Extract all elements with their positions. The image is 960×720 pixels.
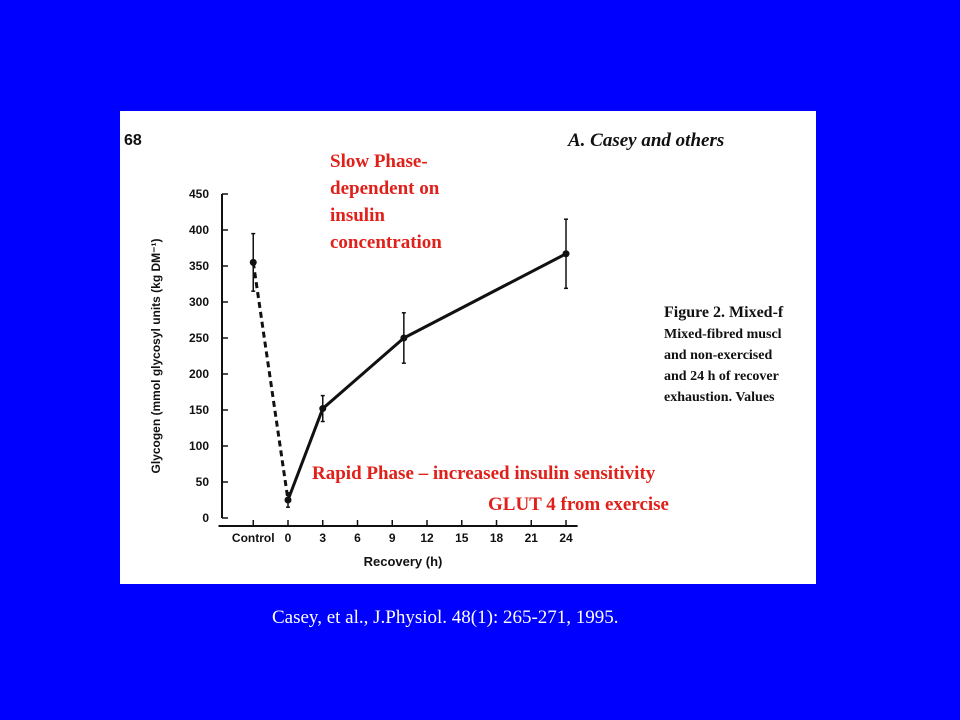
data-point	[400, 334, 408, 342]
data-point	[249, 258, 257, 266]
y-tick-label: 0	[202, 511, 209, 525]
annotation-line: Slow Phase-	[330, 151, 428, 172]
x-tick-label: 24	[559, 531, 573, 545]
y-tick-label: 200	[189, 367, 209, 381]
caption-line: Figure 2. Mixed-f	[664, 304, 784, 321]
annotation-line: Rapid Phase – increased insulin sensitiv…	[312, 463, 656, 484]
line-segment	[403, 252, 567, 340]
x-tick-label: 9	[389, 531, 396, 545]
y-tick-label: 100	[189, 439, 209, 453]
running-title: A. Casey and others	[567, 130, 724, 151]
page-number: 68	[124, 132, 142, 149]
x-tick-label: 18	[490, 531, 504, 545]
x-tick-label: 12	[420, 531, 434, 545]
figure-scan	[120, 111, 816, 584]
x-tick-label: Control	[232, 531, 275, 545]
data-point	[284, 496, 292, 504]
data-point	[319, 405, 327, 413]
caption-line: and 24 h of recover	[664, 369, 779, 384]
line-segment	[286, 408, 325, 501]
data-point	[562, 250, 570, 258]
annotation-line: dependent on	[330, 178, 440, 199]
caption: Figure 2. Mixed-f Mixed-fibred muscl and n…	[664, 304, 784, 405]
y-tick-label: 300	[189, 295, 209, 309]
x-tick-label: 0	[285, 531, 292, 545]
slow-phase-annotation: Slow Phase-dependent on insulin concentrat…	[330, 151, 442, 253]
line-segment	[251, 262, 290, 501]
x-tick-label: 6	[354, 531, 361, 545]
y-axis-label: Glycogen (mmol glycosyl units (kg DM⁻¹)	[149, 238, 163, 473]
y-tick-label: 450	[189, 187, 209, 201]
x-axis-label: Recovery (h)	[364, 554, 443, 569]
y-tick-label: 400	[189, 223, 209, 237]
annotation-line: insulin	[330, 205, 385, 226]
y-tick-label: 250	[189, 331, 209, 345]
x-tick-label: 21	[525, 531, 539, 545]
annotation-line: concentration	[330, 232, 442, 253]
caption-line: exhaustion. Values	[664, 390, 775, 405]
citation: Casey, et al., J.Physiol. 48(1): 265-271…	[272, 607, 619, 628]
rapid-phase-annotation: Rapid Phase – increased insulin sensitiv…	[312, 463, 669, 515]
caption-line: and non-exercised	[664, 348, 772, 363]
y-tick-label: 350	[189, 259, 209, 273]
caption-line: Mixed-fibred muscl	[664, 327, 782, 342]
annotation-line: GLUT 4 from exercise	[488, 494, 669, 515]
x-tick-label: 15	[455, 531, 469, 545]
line-segment	[321, 336, 405, 410]
y-tick-label: 50	[196, 475, 210, 489]
x-tick-label: 3	[319, 531, 326, 545]
y-tick-label: 150	[189, 403, 209, 417]
